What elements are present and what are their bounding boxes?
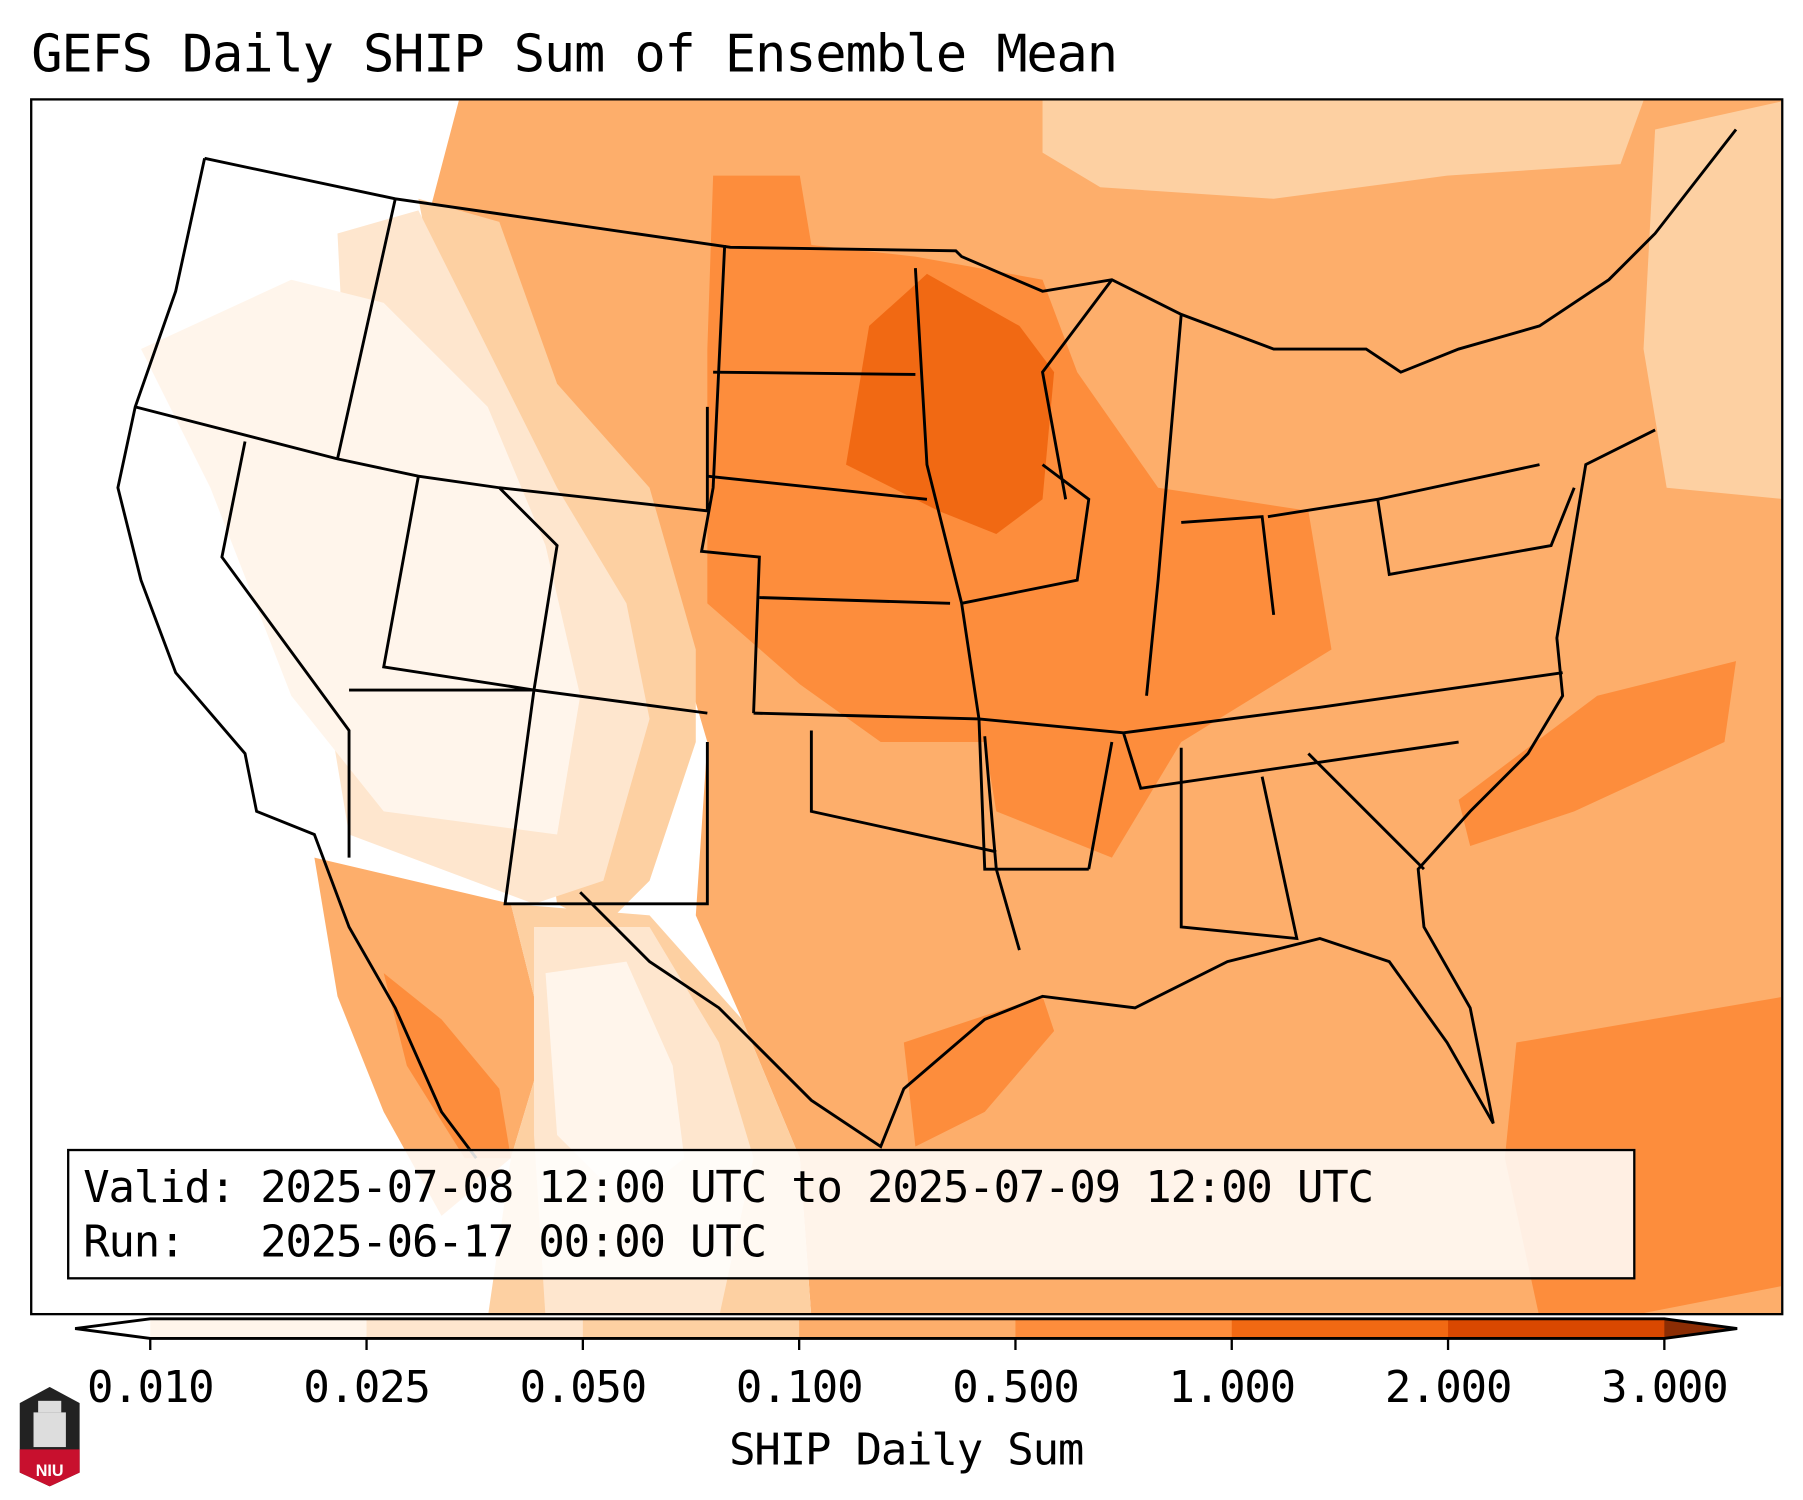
validity-legend-box: Valid: 2025-07-08 12:00 UTC to 2025-07-0… xyxy=(67,1148,1636,1280)
run-label: Run: xyxy=(83,1215,185,1267)
colorbar-tick-label: 0.025 xyxy=(303,1361,431,1413)
ship-field-map xyxy=(116,100,1782,1313)
colorbar-segment xyxy=(799,1318,1017,1339)
colorbar-over-arrow xyxy=(1664,1318,1738,1339)
run-value: 2025-06-17 00:00 UTC xyxy=(260,1215,767,1267)
colorbar-segment xyxy=(1448,1318,1665,1339)
field-0.05-0.1-atlantic xyxy=(1643,101,1782,499)
field-0.05-0.1-canada xyxy=(1042,100,1644,199)
us-canada-border xyxy=(204,128,1738,374)
field-0.5-1-southeast xyxy=(1458,661,1737,847)
pacific-coast xyxy=(116,158,478,1159)
field-0.01-0.025-mexico xyxy=(545,961,685,1205)
colorbar-tick-label: 1.000 xyxy=(1168,1361,1297,1413)
state-lines-west xyxy=(134,198,761,906)
gulf-coast xyxy=(579,428,1656,1149)
field-1-2 xyxy=(846,273,1055,534)
colorbar-label: SHIP Daily Sum xyxy=(729,1423,1084,1475)
niu-logo: NIU xyxy=(19,1386,80,1487)
colorbar-tick-label: 2.000 xyxy=(1384,1361,1513,1413)
valid-value: 2025-07-08 12:00 UTC to 2025-07-09 12:00… xyxy=(260,1161,1374,1213)
field-0.01-0.025 xyxy=(141,279,581,835)
colorbar-segment xyxy=(150,1318,368,1339)
colorbar-segment xyxy=(1015,1318,1233,1339)
boundaries xyxy=(116,128,1738,1159)
state-lines-central xyxy=(707,268,1576,951)
valid-label: Valid: xyxy=(83,1161,236,1213)
colorbar-tick-label: 0.050 xyxy=(519,1361,648,1413)
colorbar xyxy=(74,1317,1738,1350)
field-0.5-1-baja xyxy=(383,973,511,1159)
colorbar-tick-label: 0.500 xyxy=(952,1361,1080,1413)
colorbar-under-arrow xyxy=(75,1318,151,1339)
field-0.5-1-gulf xyxy=(903,996,1055,1147)
svg-text:NIU: NIU xyxy=(36,1462,64,1480)
colorbar-tick-label: 0.010 xyxy=(87,1361,215,1413)
colorbar-segment xyxy=(366,1318,584,1339)
colorbar-tick-label: 3.000 xyxy=(1601,1361,1729,1413)
colorbar-tick-label: 0.100 xyxy=(735,1361,864,1413)
chart-title: GEFS Daily SHIP Sum of Ensemble Mean xyxy=(31,23,1118,85)
map-panel xyxy=(30,98,1784,1316)
colorbar-segment xyxy=(1231,1318,1449,1339)
colorbar-segment xyxy=(582,1318,800,1339)
